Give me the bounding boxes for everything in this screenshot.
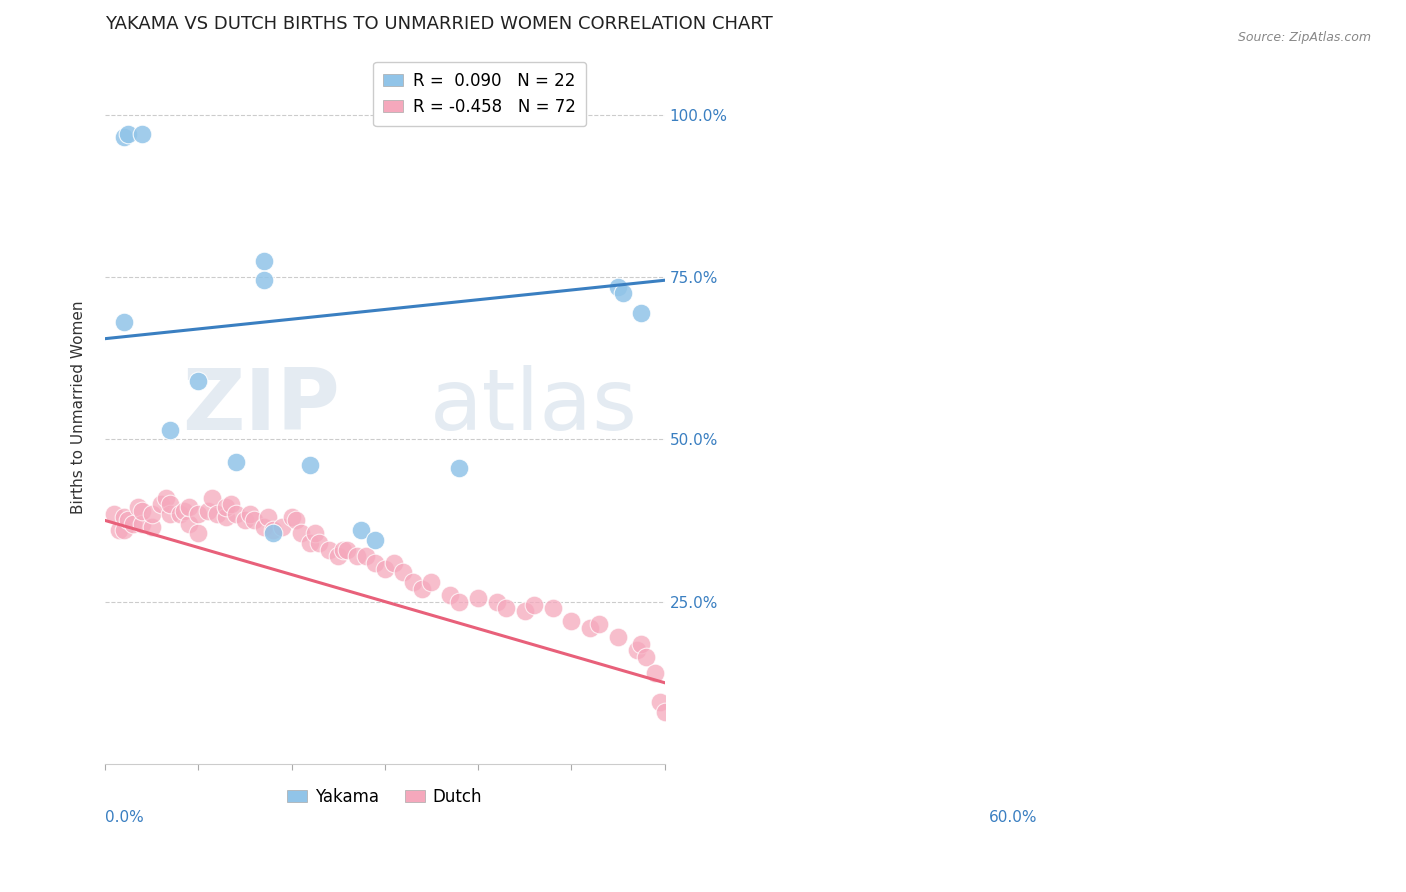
Point (169, 507, 191, 521)
Point (177, 516, 200, 531)
Point (131, 504, 153, 518)
Point (201, 491, 224, 505)
Point (262, 523, 284, 537)
Point (112, 315, 135, 329)
Point (354, 549, 377, 563)
Point (131, 127, 153, 141)
Point (117, 513, 139, 527)
Point (290, 526, 312, 541)
Point (606, 630, 628, 644)
Point (159, 423, 181, 437)
Point (117, 127, 139, 141)
Point (402, 575, 425, 590)
Point (108, 523, 131, 537)
Point (336, 542, 359, 557)
Point (252, 520, 274, 534)
Point (308, 536, 330, 550)
Point (127, 500, 149, 515)
Point (219, 497, 242, 511)
Point (159, 497, 181, 511)
Point (187, 507, 209, 521)
Point (612, 286, 634, 301)
Point (630, 306, 652, 320)
Point (523, 598, 546, 612)
Point (346, 549, 368, 563)
Point (644, 665, 666, 680)
Point (626, 643, 648, 657)
Point (215, 500, 238, 515)
Text: 0.0%: 0.0% (105, 810, 143, 825)
Point (606, 279, 628, 293)
Point (495, 601, 517, 615)
Point (141, 507, 163, 521)
Point (252, 253, 274, 268)
Point (304, 526, 326, 541)
Point (122, 516, 145, 531)
Point (328, 549, 350, 563)
Point (579, 621, 602, 635)
Point (173, 504, 195, 518)
Point (112, 130, 135, 145)
Point (205, 507, 228, 521)
Point (280, 510, 302, 524)
Text: Source: ZipAtlas.com: Source: ZipAtlas.com (1237, 31, 1371, 45)
Point (439, 588, 461, 602)
Point (238, 507, 260, 521)
Point (159, 507, 181, 521)
Point (513, 604, 536, 618)
Point (588, 617, 610, 632)
Point (634, 649, 657, 664)
Legend: Yakama, Dutch: Yakama, Dutch (281, 781, 489, 813)
Point (215, 510, 238, 524)
Point (392, 566, 415, 580)
Point (420, 575, 443, 590)
Point (141, 520, 163, 534)
Point (630, 637, 652, 651)
Point (560, 614, 582, 628)
Point (225, 507, 247, 521)
Text: YAKAMA VS DUTCH BIRTHS TO UNMARRIED WOMEN CORRELATION CHART: YAKAMA VS DUTCH BIRTHS TO UNMARRIED WOME… (105, 15, 773, 33)
Point (187, 374, 209, 388)
Point (271, 520, 294, 534)
Point (112, 523, 135, 537)
Point (177, 500, 200, 515)
Point (112, 510, 135, 524)
Point (485, 594, 508, 608)
Point (382, 556, 405, 570)
Point (364, 556, 387, 570)
Point (103, 507, 125, 521)
Point (243, 513, 266, 527)
Point (449, 594, 471, 608)
Point (654, 705, 676, 719)
Point (350, 523, 373, 537)
Point (197, 504, 219, 518)
Point (648, 695, 671, 709)
Point (364, 533, 387, 547)
Point (285, 513, 308, 527)
Text: 60.0%: 60.0% (988, 810, 1038, 825)
Point (262, 526, 284, 541)
Point (299, 536, 322, 550)
Point (541, 601, 564, 615)
Point (187, 526, 209, 541)
Point (131, 516, 153, 531)
Point (252, 273, 274, 287)
Point (374, 562, 396, 576)
Point (149, 497, 172, 511)
Point (155, 491, 177, 505)
Point (411, 582, 433, 596)
Text: ZIP: ZIP (183, 366, 340, 449)
Point (332, 542, 354, 557)
Point (225, 455, 247, 469)
Point (318, 542, 340, 557)
Point (449, 461, 471, 475)
Text: atlas: atlas (430, 366, 637, 449)
Point (233, 513, 256, 527)
Point (257, 510, 280, 524)
Point (299, 458, 322, 473)
Point (467, 591, 489, 606)
Y-axis label: Births to Unmarried Women: Births to Unmarried Women (72, 300, 86, 514)
